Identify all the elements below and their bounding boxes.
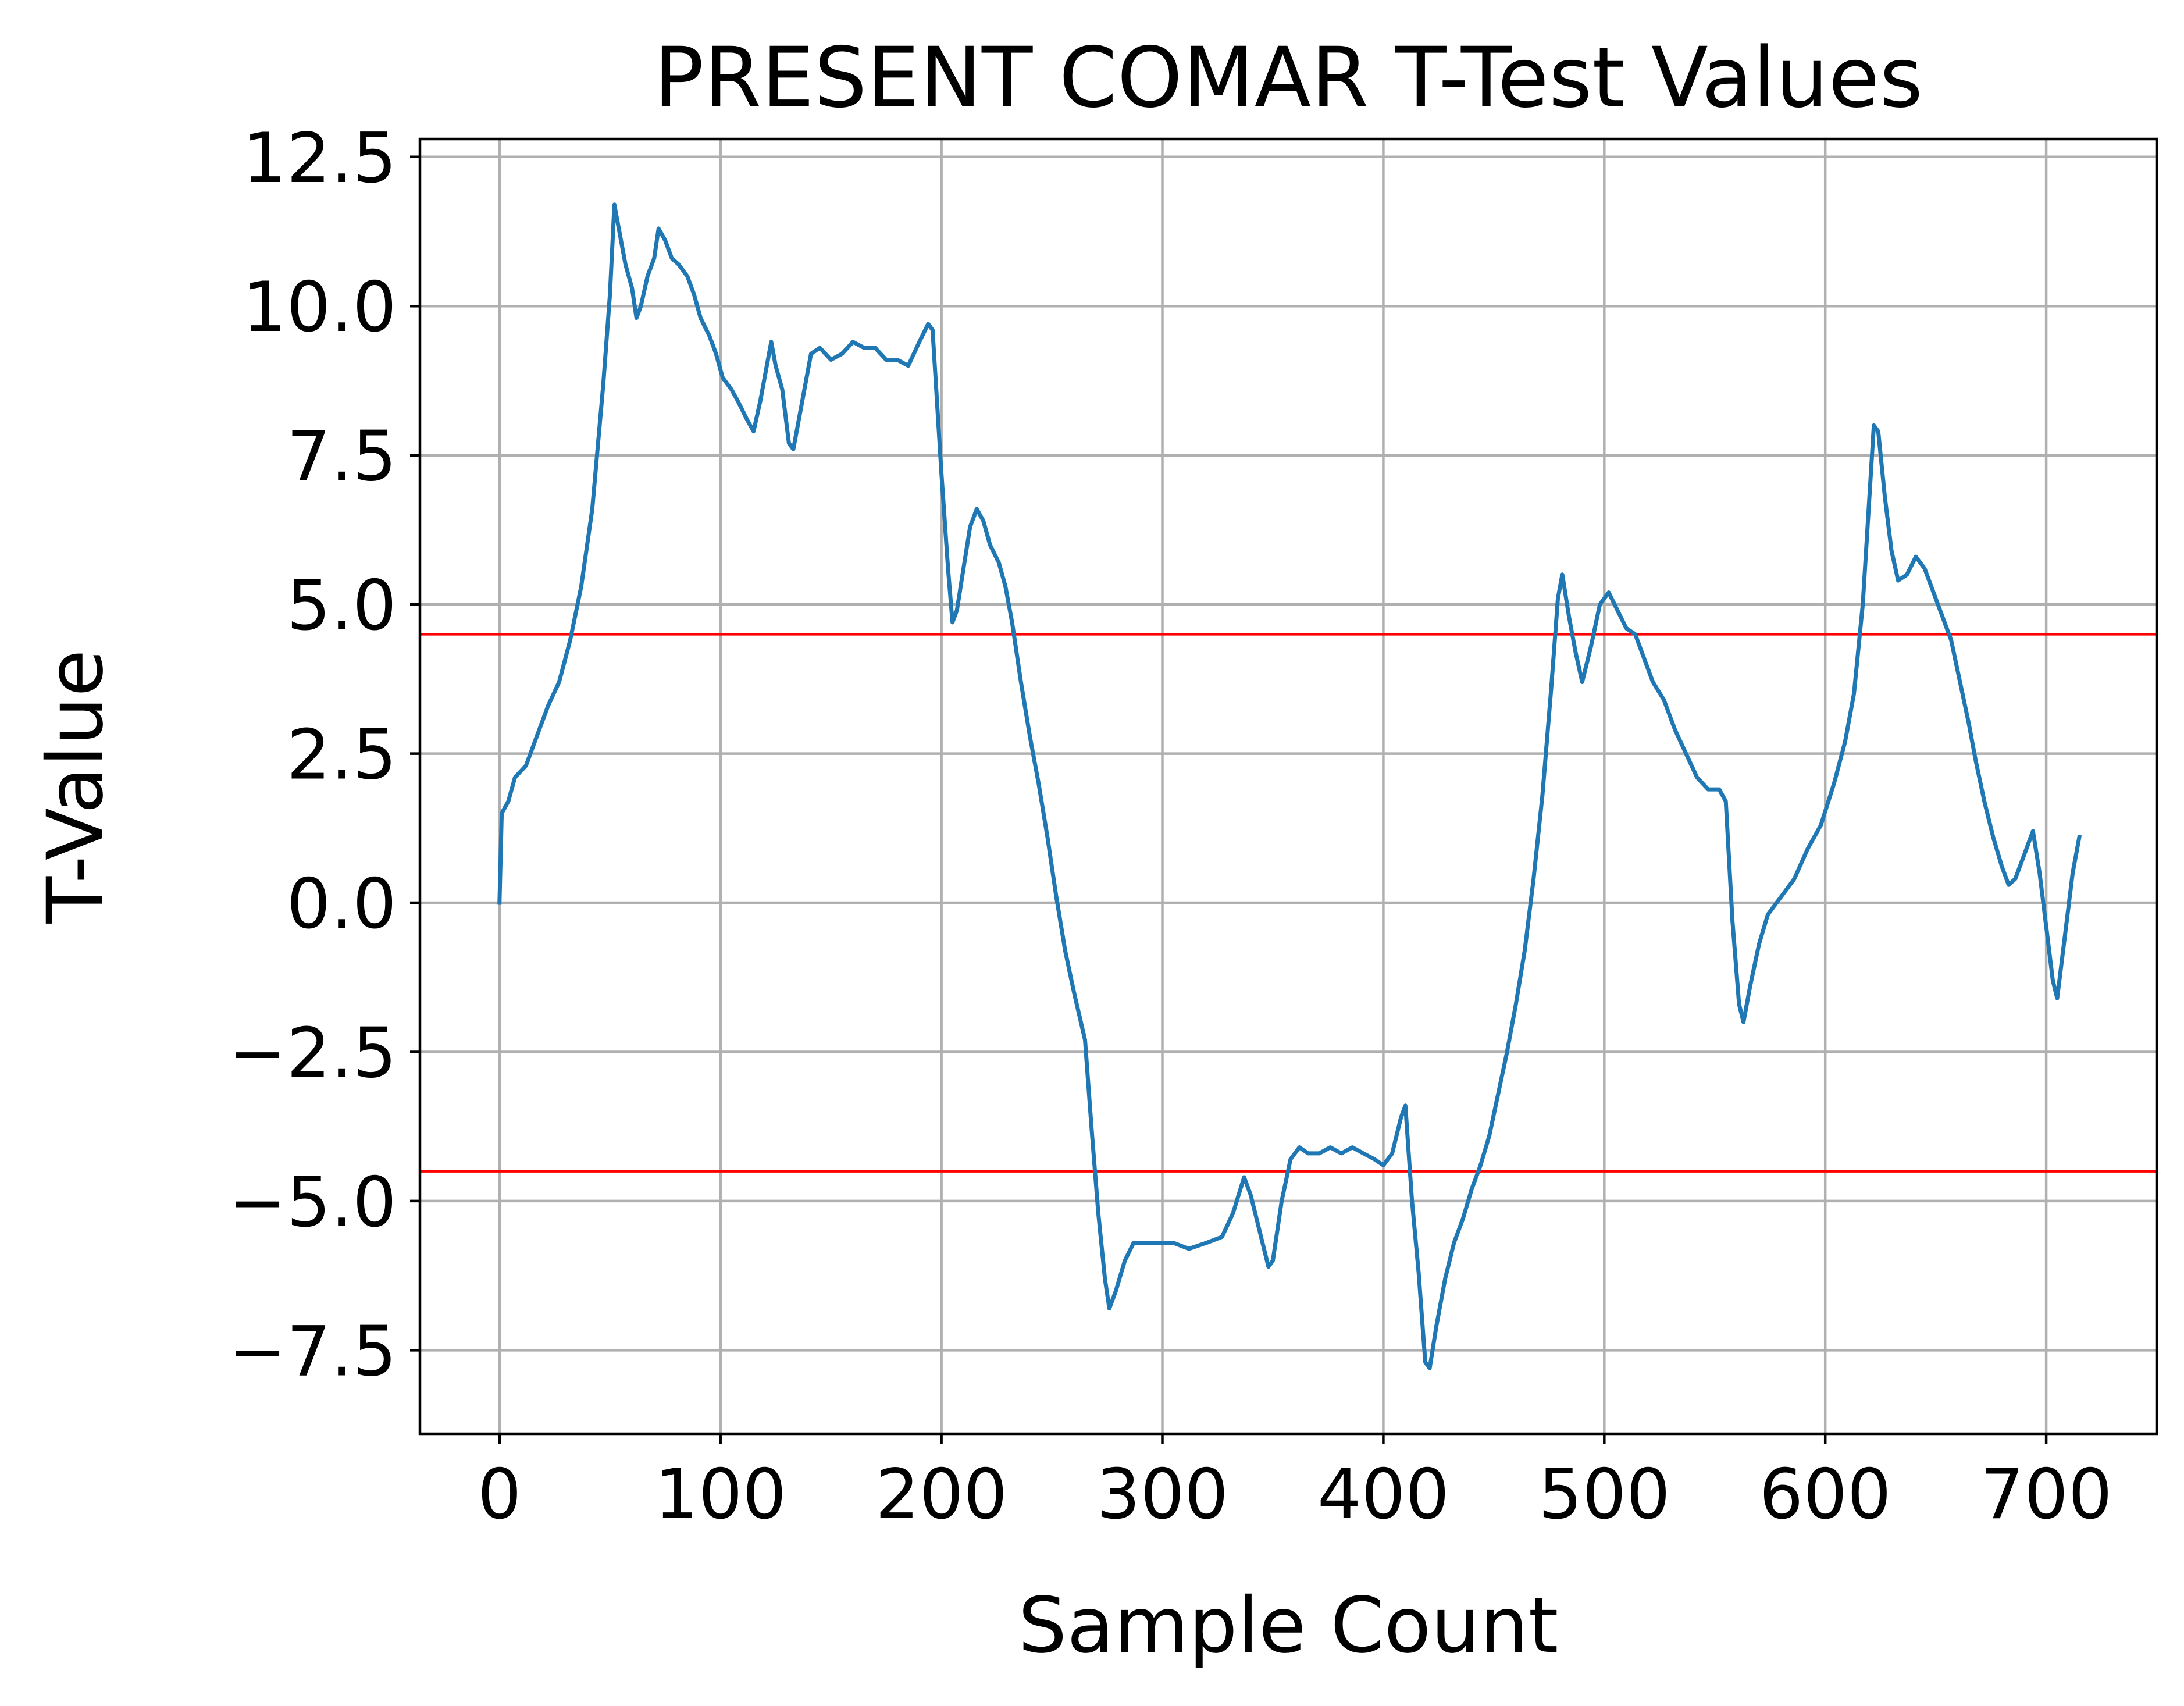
plot-frame [418,137,2158,1436]
y-tick-label: −5.0 [229,1163,397,1243]
y-tick-label: 7.5 [287,417,397,497]
y-tick-label: 10.0 [243,268,397,348]
y-tick-label: −2.5 [229,1014,397,1094]
chart-title: PRESENT COMAR T-Test Values [654,29,1923,126]
x-tick-label: 100 [654,1455,786,1535]
y-axis-title: T-Value [31,650,120,924]
x-tick-label: 300 [1096,1455,1228,1535]
y-tick-label: 2.5 [287,715,397,796]
x-tick-label: 400 [1317,1455,1449,1535]
x-tick-label: 500 [1538,1455,1670,1535]
x-axis-title: Sample Count [1018,1581,1559,1671]
x-tick-label: 700 [1980,1455,2112,1535]
y-tick-label: −7.5 [229,1312,397,1392]
y-tick-label: 0.0 [287,864,397,945]
series-line [497,202,2082,1370]
y-tick-label: 5.0 [287,566,397,646]
data-series [497,202,2082,1370]
x-tick-label: 0 [478,1455,522,1535]
x-tick-label: 200 [875,1455,1007,1535]
y-axis-ticks: −7.5 −5.0 −2.5 0.0 2.5 5.0 7.5 10.0 12.5 [229,119,420,1392]
grid [420,139,2157,1434]
x-axis-ticks: 0 100 200 300 400 500 600 700 [478,1434,2112,1535]
x-tick-label: 600 [1759,1455,1891,1535]
y-tick-label: 12.5 [243,119,397,199]
